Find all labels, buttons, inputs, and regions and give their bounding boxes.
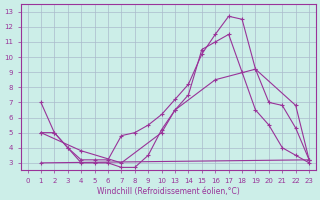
X-axis label: Windchill (Refroidissement éolien,°C): Windchill (Refroidissement éolien,°C) <box>97 187 240 196</box>
